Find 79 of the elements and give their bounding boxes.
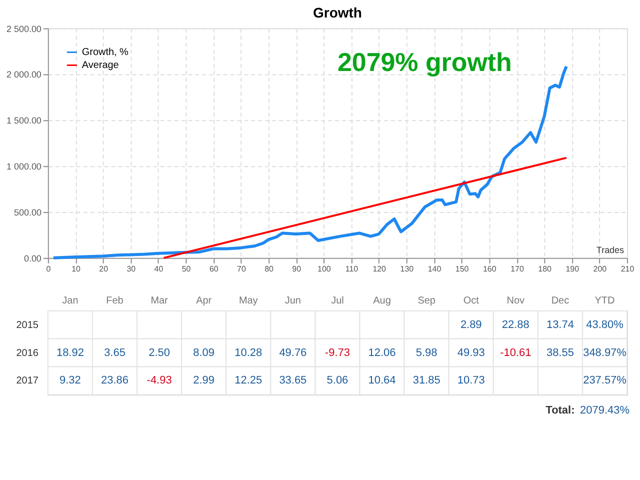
x-tick-label: 20 — [99, 264, 109, 274]
y-tick-label: 2017 — [16, 376, 39, 387]
x-tick-label: 100 — [318, 264, 332, 274]
x-tick-label: 130 — [400, 264, 414, 274]
data-label: 22.88 — [502, 318, 530, 331]
data-label: 10.73 — [457, 374, 485, 387]
data-label: 33.65 — [279, 374, 307, 387]
text: Total: — [546, 404, 575, 417]
data-label: 348.97% — [583, 346, 627, 359]
x-tick-label: 170 — [510, 264, 524, 274]
data-label: 13.74 — [546, 318, 574, 331]
x-tick-label: 70 — [237, 264, 246, 274]
x-tick-label: 120 — [372, 264, 387, 274]
x-tick-label: 150 — [455, 264, 470, 274]
x-tick-label: Apr — [196, 295, 212, 306]
x-tick-label: Dec — [551, 295, 570, 306]
data-label: 237.57% — [583, 374, 627, 387]
x-tick-label: 60 — [209, 264, 219, 274]
y-tick-label: 0.00 — [24, 253, 42, 264]
x-tick-label: May — [238, 295, 258, 306]
data-label: 12.25 — [234, 374, 262, 387]
data-label: 23.86 — [101, 374, 128, 387]
data-label: 2.50 — [148, 346, 170, 359]
x-tick-label: 40 — [154, 264, 164, 274]
data-label: -10.61 — [500, 346, 532, 359]
data-label: 2.99 — [193, 374, 215, 387]
y-tick-label: 2 000.00 — [6, 70, 42, 80]
data-label: 38.55 — [546, 346, 574, 359]
x-tick-label: 110 — [345, 264, 359, 274]
x-tick-label: 160 — [482, 264, 497, 274]
x-tick-label: 200 — [593, 264, 608, 274]
x-tick-label: 90 — [292, 264, 302, 274]
legend-label: Average — [82, 60, 120, 72]
data-label: 2.89 — [460, 318, 482, 331]
x-tick-label: YTD — [594, 295, 615, 306]
x-tick-label: 140 — [428, 264, 442, 274]
data-label: 49.76 — [279, 346, 307, 359]
x-tick-label: Jan — [62, 295, 78, 306]
data-label: 8.09 — [193, 346, 215, 359]
x-tick-label: Mar — [150, 295, 169, 306]
x-tick-label: 50 — [182, 264, 192, 274]
x-tick-label: Nov — [506, 295, 525, 306]
text: 2079.43% — [580, 404, 630, 417]
x-tick-label: 180 — [538, 264, 552, 274]
x-tick-label: 210 — [620, 264, 635, 274]
y-tick-label: 1 500.00 — [6, 116, 42, 126]
x-tick-label: 10 — [72, 264, 81, 274]
x-tick-label: Feb — [106, 295, 124, 306]
data-label: -9.73 — [324, 346, 350, 359]
y-tick-label: 2 500.00 — [6, 24, 42, 34]
x-tick-label: Jul — [331, 295, 344, 306]
y-tick-label: 2015 — [16, 320, 39, 331]
x-tick-label: Jun — [284, 295, 301, 306]
x-tick-label: 190 — [566, 264, 580, 274]
data-label: 18.92 — [56, 346, 84, 359]
x-tick-label: Sep — [418, 295, 436, 306]
data-label: 49.93 — [457, 346, 485, 359]
chart-title: Growth — [313, 4, 362, 20]
data-label: 31.85 — [412, 374, 440, 387]
x-axis-title: Trades — [596, 244, 625, 255]
data-label: 10.28 — [234, 346, 262, 359]
legend-label: Growth, % — [82, 47, 129, 58]
data-label: 5.98 — [416, 346, 438, 359]
y-tick-label: 2016 — [16, 348, 39, 359]
x-tick-label: 0 — [46, 264, 52, 274]
y-tick-label: 500.00 — [14, 207, 42, 218]
data-label: 43.80% — [586, 318, 624, 331]
x-tick-label: Aug — [373, 295, 391, 306]
data-label: 5.06 — [326, 374, 348, 387]
data-label: -4.93 — [146, 374, 172, 387]
data-label: 12.06 — [368, 346, 396, 359]
x-tick-label: 80 — [264, 264, 274, 274]
y-tick-label: 1 000.00 — [6, 162, 42, 172]
annotation: 2079% growth — [337, 49, 512, 78]
data-label: 10.64 — [368, 374, 396, 387]
x-tick-label: 30 — [126, 264, 136, 274]
x-tick-label: Oct — [463, 295, 480, 306]
data-label: 9.32 — [60, 374, 81, 387]
data-label: 3.65 — [104, 346, 126, 359]
